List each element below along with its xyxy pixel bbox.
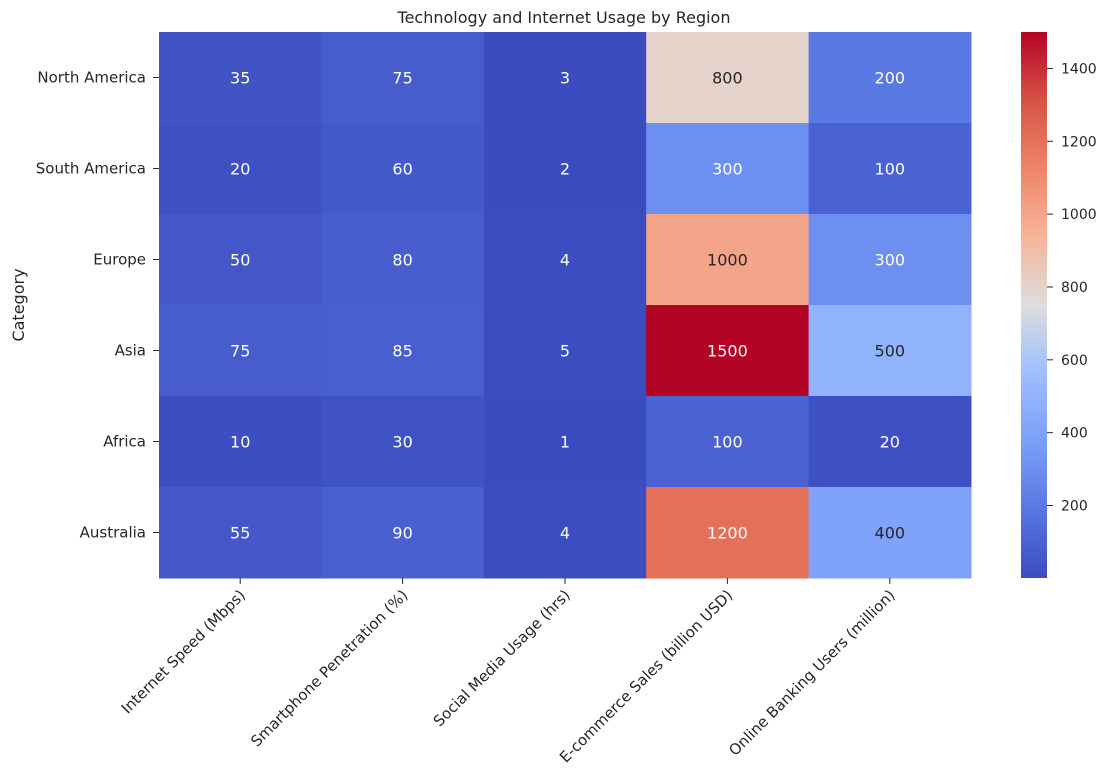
heatmap-cell [646, 32, 810, 124]
column-label: Online Banking Users (million) [725, 586, 898, 759]
heatmap-cell [159, 487, 322, 579]
cell-value-label: 75 [230, 342, 250, 361]
colorbar-tick-label: 800 [1061, 280, 1088, 296]
colorbar-tick-label: 1400 [1061, 61, 1097, 77]
heatmap-cell [808, 305, 972, 397]
cell-value-label: 75 [392, 69, 412, 88]
column-label: E-commerce Sales (billion USD) [556, 586, 736, 766]
cell-value-label: 400 [875, 524, 906, 543]
heatmap-cell [321, 123, 485, 215]
cell-value-label: 800 [712, 69, 743, 88]
heatmap-cell [159, 305, 322, 397]
y-axis-label: Category [9, 268, 28, 341]
heatmap-cell [483, 214, 647, 306]
colorbar: 200 400 600 800 1000 1200 1400 [1021, 32, 1097, 578]
cell-value-label: 3 [560, 69, 570, 88]
column-label: Social Media Usage (hrs) [430, 586, 574, 730]
heatmap-cell [483, 32, 647, 124]
cell-value-label: 55 [230, 524, 250, 543]
heatmap-cell [159, 214, 322, 306]
cell-value-label: 300 [712, 160, 743, 179]
cell-value-label: 1000 [707, 251, 748, 270]
cell-value-label: 100 [712, 433, 743, 452]
colorbar-tick-label: 1000 [1061, 207, 1097, 223]
heatmap-cell [483, 123, 647, 215]
colorbar-tick-label: 400 [1061, 426, 1088, 442]
heatmap-cell [159, 396, 322, 488]
heatmap-cell [321, 396, 485, 488]
heatmap-cell [646, 396, 810, 488]
cell-value-label: 4 [560, 524, 570, 543]
heatmap-cell [321, 32, 485, 124]
cell-value-label: 30 [392, 433, 412, 452]
cell-value-label: 1 [560, 433, 570, 452]
cell-value-label: 20 [230, 160, 250, 179]
heatmap-cell [808, 396, 972, 488]
cell-value-label: 35 [230, 69, 250, 88]
chart-title: Technology and Internet Usage by Region [397, 8, 731, 27]
cell-value-label: 85 [392, 342, 412, 361]
heatmap-cell [646, 305, 810, 397]
colorbar-ticks: 200 400 600 800 1000 1200 1400 [1047, 61, 1097, 515]
heatmap-cell [321, 305, 485, 397]
row-label: South America [36, 160, 146, 178]
cell-value-label: 20 [880, 433, 900, 452]
heatmap-cell [646, 123, 810, 215]
column-label: Internet Speed (Mbps) [118, 586, 249, 717]
row-label: Africa [103, 433, 146, 451]
heatmap-cell [321, 214, 485, 306]
heatmap-cell [646, 487, 810, 579]
colorbar-tick-label: 1200 [1061, 134, 1097, 150]
colorbar-tick-label: 200 [1061, 499, 1088, 515]
heatmap-cell [159, 123, 322, 215]
heatmap-cell [808, 32, 972, 124]
row-label: North America [37, 69, 146, 87]
cell-value-label: 5 [560, 342, 570, 361]
heatmap-cell [646, 214, 810, 306]
cell-value-label: 1500 [707, 342, 748, 361]
row-labels: North America South America Europe Asia Afri… [36, 69, 159, 542]
cell-value-label: 100 [875, 160, 906, 179]
cell-value-label: 2 [560, 160, 570, 179]
row-label: Asia [115, 342, 146, 360]
cell-value-label: 1200 [707, 524, 748, 543]
cell-value-label: 80 [392, 251, 412, 270]
heatmap-cell [159, 32, 322, 124]
heatmap-cell [321, 487, 485, 579]
colorbar-gradient [1021, 32, 1047, 578]
column-label: Smartphone Penetration (%) [247, 586, 411, 750]
heatmap-cell [483, 396, 647, 488]
row-label: Australia [80, 524, 146, 542]
cell-value-label: 50 [230, 251, 250, 270]
heatmap-cell [808, 123, 972, 215]
cell-value-label: 300 [875, 251, 906, 270]
cell-value-label: 90 [392, 524, 412, 543]
cell-value-label: 200 [875, 69, 906, 88]
column-labels: Internet Speed (Mbps)Smartphone Penetrat… [118, 578, 899, 766]
cell-value-label: 10 [230, 433, 250, 452]
heatmap-cells: 35 75 3 800 200 20 60 2 300 100 50 80 4 1000 300 75 85 5 1… [159, 32, 972, 579]
heatmap-cell [808, 214, 972, 306]
heatmap-cell [483, 487, 647, 579]
heatmap-cell [808, 487, 972, 579]
cell-value-label: 60 [392, 160, 412, 179]
colorbar-tick-label: 600 [1061, 353, 1088, 369]
cell-value-label: 500 [875, 342, 906, 361]
cell-value-label: 4 [560, 251, 570, 270]
heatmap-cell [483, 305, 647, 397]
row-label: Europe [93, 251, 146, 269]
